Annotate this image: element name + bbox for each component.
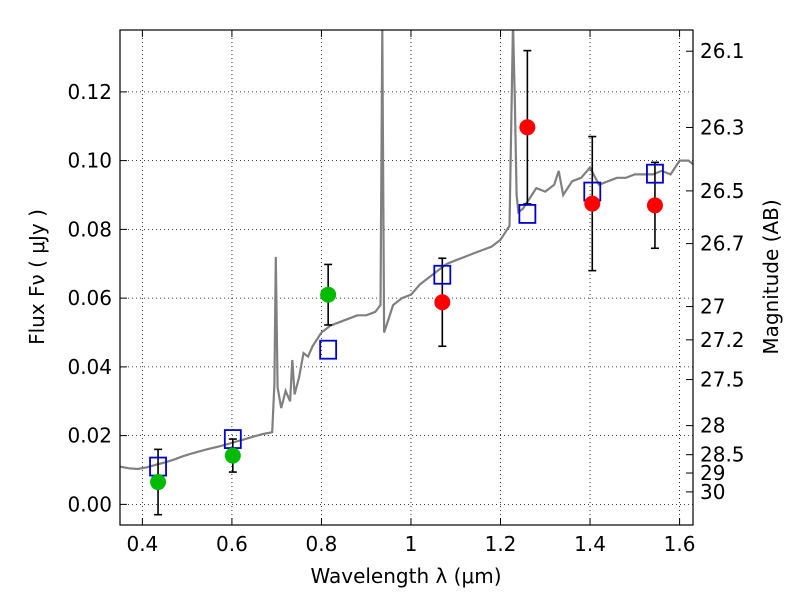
y-axis-title: Flux Fν ( μJy ) [25, 209, 49, 345]
y-tick-label: 0.08 [67, 217, 112, 241]
axis-ticks [120, 30, 693, 525]
y-tick-label: 0.00 [67, 492, 112, 516]
right-tick-label: 26.5 [700, 179, 745, 203]
model-square-marker [319, 339, 338, 360]
model-square-marker [646, 163, 664, 184]
x-tick-label: 1 [405, 532, 418, 556]
right-tick-label: 30 [700, 480, 725, 504]
plot-frame [119, 29, 694, 526]
measurement-point [434, 294, 451, 311]
model-square-marker [433, 264, 452, 285]
x-axis-title: Wavelength λ (μm) [310, 564, 501, 588]
model-square-marker [518, 204, 537, 224]
measurement-point [584, 195, 601, 212]
right-axis-title: Magnitude (AB) [759, 199, 783, 354]
right-tick-label: 28.5 [700, 443, 745, 467]
spectrum-layer [120, 30, 693, 471]
spectrum-line [120, 30, 693, 471]
tick-labels: 0.4 0.6 0.8 1 1.2 1.4 1.6 0.00 0.02 0.04 0.06 0.08 0… [67, 39, 744, 556]
x-tick-label: 0.6 [216, 532, 248, 556]
y-tick-label: 0.12 [67, 80, 112, 104]
x-tick-label: 1.6 [664, 532, 696, 556]
y-tick-label: 0.04 [67, 355, 112, 379]
plot-area [120, 30, 693, 525]
right-tick-label: 27.5 [700, 368, 745, 392]
right-tick-label: 26.3 [700, 115, 745, 139]
right-tick-label: 26.7 [700, 232, 745, 256]
right-tick-label: 29 [700, 461, 725, 485]
y-tick-label: 0.10 [67, 149, 112, 173]
x-tick-label: 0.4 [126, 532, 158, 556]
measurement-point [519, 119, 536, 136]
x-tick-label: 0.8 [306, 532, 338, 556]
measurement-point [320, 286, 337, 303]
right-tick-label: 27.2 [700, 328, 745, 352]
measurement-point [224, 447, 241, 464]
right-tick-label: 27 [700, 295, 725, 319]
x-tick-label: 1.4 [574, 532, 606, 556]
right-tick-label: 26.1 [700, 39, 745, 63]
y-tick-label: 0.06 [67, 286, 112, 310]
right-tick-label: 28 [700, 414, 725, 438]
y-tick-label: 0.02 [67, 424, 112, 448]
measurement-point [646, 197, 663, 214]
x-tick-label: 1.2 [485, 532, 517, 556]
measurement-point [150, 474, 167, 491]
data-markers [149, 119, 664, 491]
